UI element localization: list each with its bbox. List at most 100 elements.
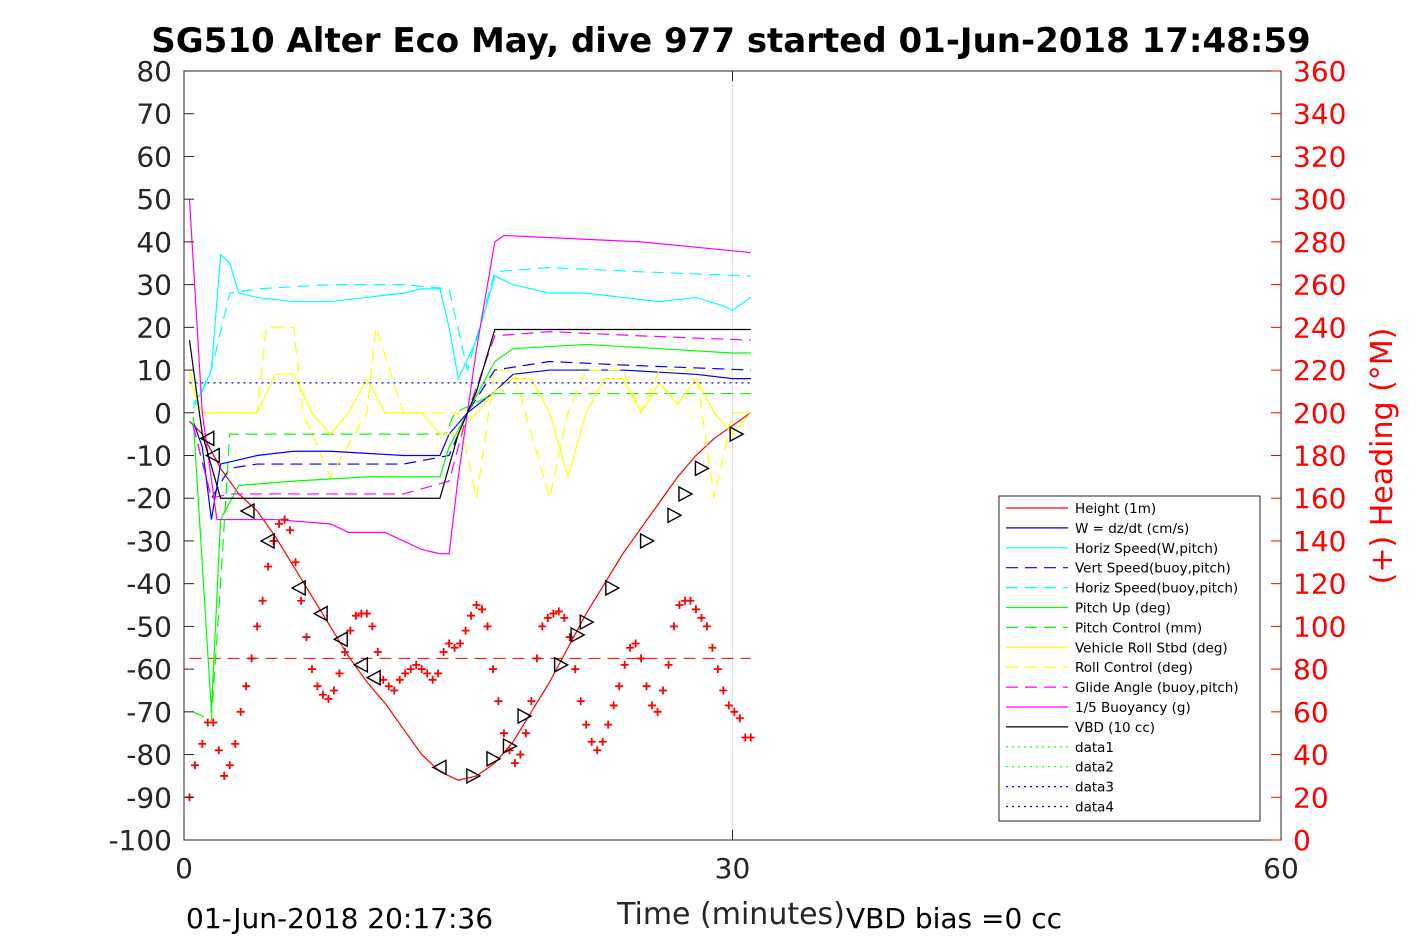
heading-marker	[483, 622, 492, 631]
y-tick-label: -50	[126, 610, 172, 643]
depth-marker	[365, 669, 381, 686]
heading-marker	[286, 526, 295, 535]
depth-marker	[204, 447, 220, 464]
legend-entry: Vehicle Roll Stbd (deg)	[1075, 640, 1228, 656]
heading-marker	[242, 682, 251, 691]
heading-marker	[604, 720, 613, 729]
depth-marker	[486, 750, 502, 767]
x-tick-label: 60	[1263, 852, 1299, 885]
y-tick-label: -70	[126, 696, 172, 729]
right-tick-label: 340	[1293, 98, 1346, 131]
heading-marker	[626, 643, 635, 652]
heading-marker	[302, 633, 311, 642]
y-tick-label: 60	[136, 140, 172, 173]
heading-marker	[637, 654, 646, 663]
right-tick-label: 280	[1293, 226, 1346, 259]
footer-timestamp: 01-Jun-2018 20:17:36	[186, 902, 493, 935]
series-line	[192, 343, 751, 712]
depth-marker	[239, 502, 255, 520]
heading-marker	[675, 601, 684, 610]
right-y-axis: 3603403203002802602402202001801601401201…	[1271, 55, 1346, 857]
heading-marker	[478, 605, 487, 614]
heading-marker	[730, 707, 739, 716]
right-tick-label: 260	[1293, 269, 1346, 302]
heading-marker	[324, 695, 333, 704]
heading-marker	[439, 648, 448, 657]
series-line	[192, 360, 751, 500]
heading-marker	[220, 771, 229, 780]
depth-marker	[639, 532, 656, 550]
y-tick-label: 30	[136, 269, 172, 302]
depth-marker	[579, 613, 595, 631]
heading-marker	[198, 739, 207, 748]
heading-marker	[225, 761, 234, 770]
legend-entry: 1/5 Buoyancy (g)	[1075, 700, 1191, 716]
legend: Height (1m) W = dz/dt (cm/s) Horiz Speed(W…	[998, 495, 1261, 822]
heading-marker	[516, 750, 525, 759]
heading-marker	[313, 682, 322, 691]
depth-marker	[729, 425, 745, 443]
heading-marker	[609, 701, 618, 710]
heading-marker	[582, 720, 591, 729]
legend-entry: Horiz Speed(buoy,pitch)	[1075, 581, 1238, 597]
right-tick-label: 160	[1293, 482, 1346, 515]
y-tick-label: 70	[136, 98, 172, 131]
heading-marker	[713, 665, 722, 674]
heading-marker	[472, 601, 481, 610]
heading-marker	[659, 686, 668, 695]
heading-marker	[593, 746, 602, 755]
y-tick-label: -40	[126, 568, 172, 601]
heading-marker	[719, 686, 728, 695]
heading-marker	[247, 654, 256, 663]
heading-marker	[648, 701, 657, 710]
heading-marker	[631, 639, 640, 648]
depth-marker	[570, 626, 586, 644]
right-tick-label: 20	[1293, 781, 1329, 814]
depth-marker	[694, 460, 710, 477]
heading-marker	[532, 654, 541, 663]
y-tick-label: 20	[136, 311, 172, 344]
heading-marker	[620, 660, 629, 669]
heading-marker	[615, 682, 624, 691]
x-axis-label: Time (minutes)	[616, 897, 845, 932]
series-line	[192, 369, 751, 520]
heading-marker	[724, 701, 733, 710]
right-tick-label: 60	[1293, 696, 1329, 729]
heading-marker	[527, 697, 536, 706]
right-tick-label: 40	[1293, 739, 1329, 772]
heading-marker	[351, 611, 360, 620]
legend-entry: Vert Speed(buoy,pitch)	[1075, 561, 1231, 577]
heading-marker	[373, 648, 382, 657]
right-tick-label: 180	[1293, 440, 1346, 473]
legend-entry: W = dz/dt (cm/s)	[1075, 521, 1189, 537]
heading-marker	[307, 665, 316, 674]
right-tick-label: 80	[1293, 653, 1329, 686]
heading-marker	[214, 746, 223, 755]
heading-marker	[691, 605, 700, 614]
y-tick-label: -90	[126, 781, 172, 814]
heading-marker	[384, 682, 393, 691]
right-tick-label: 320	[1293, 140, 1346, 173]
heading-marker	[549, 609, 558, 618]
legend-entry: Height (1m)	[1075, 501, 1156, 517]
heading-marker	[253, 622, 262, 631]
heading-marker	[329, 686, 338, 695]
legend-entry: Pitch Up (deg)	[1075, 601, 1171, 617]
heading-marker	[499, 729, 508, 738]
heading-marker	[543, 613, 552, 622]
heading-marker	[445, 639, 454, 648]
heading-marker	[450, 643, 459, 652]
right-tick-label: 100	[1293, 610, 1346, 643]
heading-marker	[456, 639, 465, 648]
data-series	[185, 199, 755, 802]
heading-marker	[735, 714, 744, 723]
heading-marker	[209, 718, 218, 727]
depth-marker	[290, 579, 306, 597]
heading-marker	[642, 682, 651, 691]
y-tick-label: -60	[126, 653, 172, 686]
heading-marker	[231, 739, 240, 748]
heading-marker	[494, 697, 503, 706]
heading-marker	[264, 562, 273, 571]
chart-title: SG510 Alter Eco May, dive 977 started 01…	[151, 21, 1310, 61]
depth-marker	[466, 767, 482, 785]
